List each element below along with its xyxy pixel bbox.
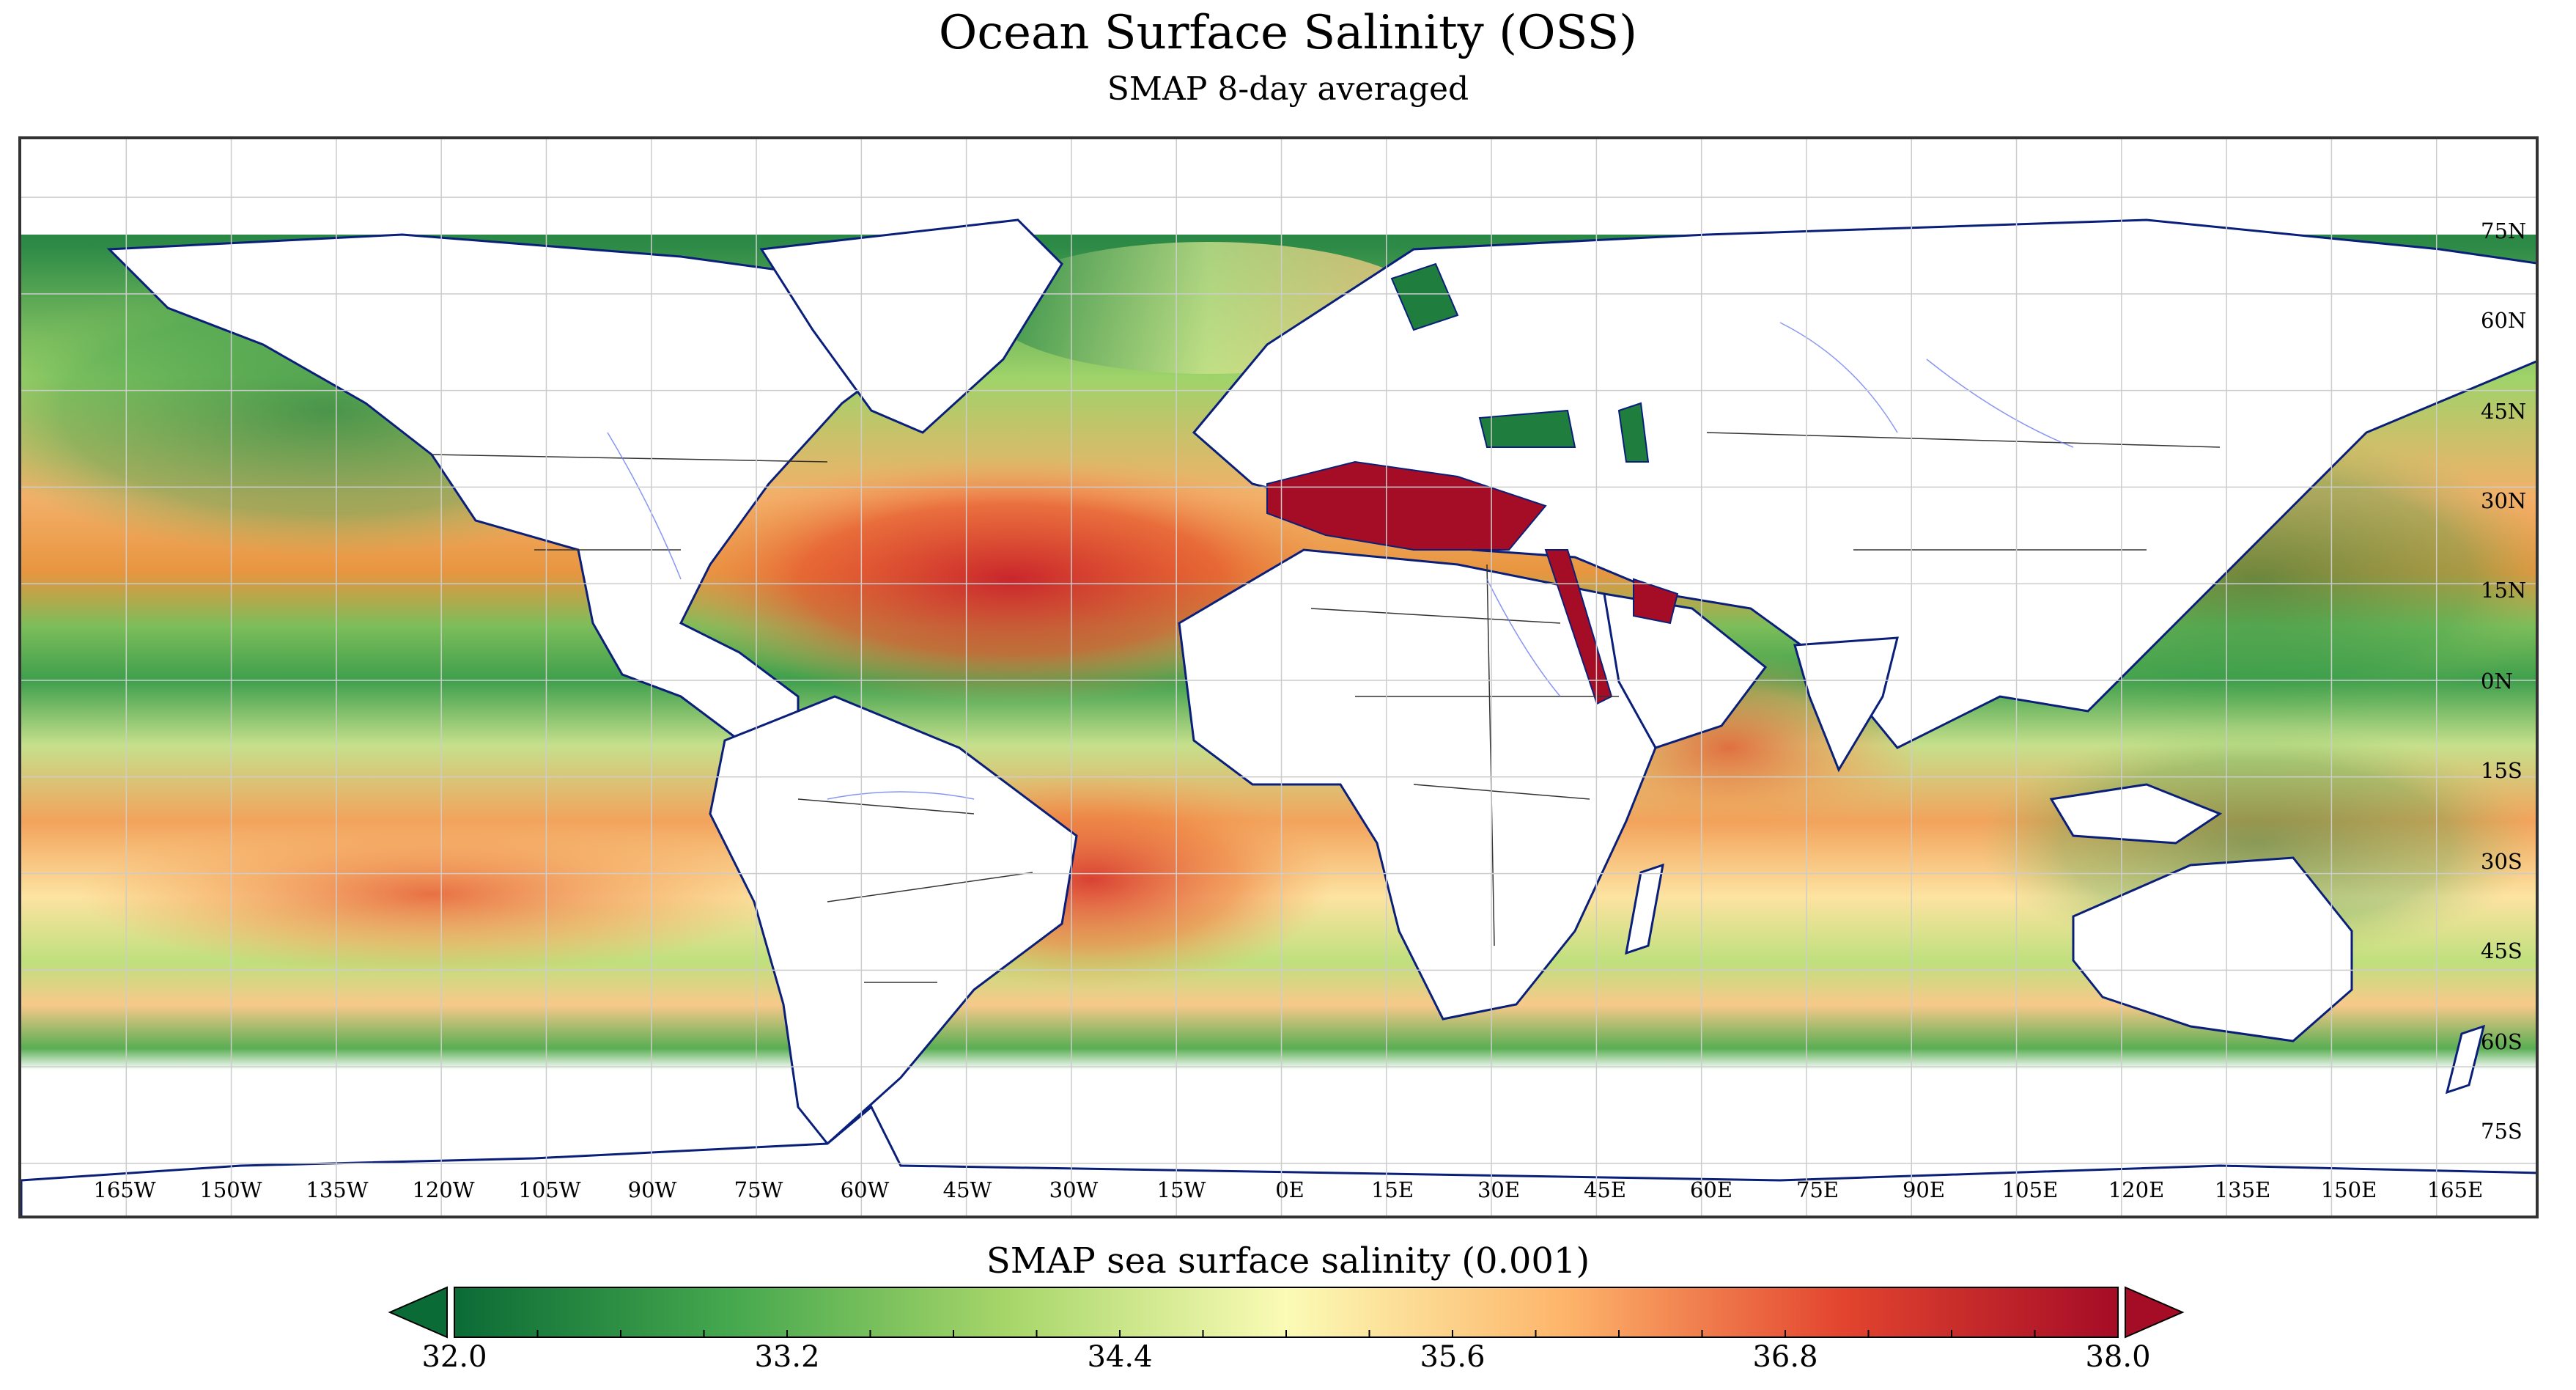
lon-label: 120W bbox=[412, 1177, 475, 1202]
lon-label: 90W bbox=[627, 1177, 677, 1202]
lat-label: 60S bbox=[2481, 1029, 2523, 1054]
colorbar-title: SMAP sea surface salinity (0.001) bbox=[986, 1240, 1590, 1281]
lat-label: 45N bbox=[2481, 399, 2527, 424]
lon-label: 75E bbox=[1796, 1177, 1839, 1202]
lat-label: 15N bbox=[2481, 578, 2527, 603]
lat-label: 75S bbox=[2481, 1119, 2523, 1144]
lon-label: 45W bbox=[942, 1177, 992, 1202]
rivers bbox=[607, 322, 2074, 800]
colorbar-ticks bbox=[536, 1330, 2036, 1337]
colorbar-ramp bbox=[454, 1287, 2119, 1338]
lon-label: 90E bbox=[1902, 1177, 1946, 1202]
colorbar-tick-label: 38.0 bbox=[2085, 1340, 2151, 1374]
colorbar-tick-label: 32.0 bbox=[421, 1340, 487, 1374]
lon-label: 60W bbox=[840, 1177, 890, 1202]
lon-label: 165E bbox=[2426, 1177, 2484, 1202]
lat-label: 0N bbox=[2481, 669, 2513, 694]
lon-label: 75W bbox=[734, 1177, 783, 1202]
lat-label: 30S bbox=[2481, 849, 2523, 874]
lat-label: 30N bbox=[2481, 488, 2527, 513]
lon-label: 105W bbox=[518, 1177, 581, 1202]
colorbar-tick-label: 36.8 bbox=[1752, 1340, 1818, 1374]
country-borders bbox=[431, 432, 2221, 983]
lon-label: 150E bbox=[2320, 1177, 2377, 1202]
map-subtitle: SMAP 8-day averaged bbox=[1107, 70, 1469, 108]
marginal-seas bbox=[1266, 262, 1679, 705]
lon-label: 105E bbox=[2001, 1177, 2059, 1202]
colorbar-tick-label: 33.2 bbox=[754, 1340, 820, 1374]
lat-label: 75N bbox=[2481, 218, 2527, 243]
colorbar-tick-label: 35.6 bbox=[1420, 1340, 1486, 1374]
lon-label: 150W bbox=[199, 1177, 262, 1202]
colorbar bbox=[388, 1286, 2185, 1339]
lon-label: 30E bbox=[1477, 1177, 1521, 1202]
lon-label: 0E bbox=[1275, 1177, 1304, 1202]
lon-label: 135W bbox=[306, 1177, 369, 1202]
lat-label: 45S bbox=[2481, 938, 2523, 963]
lon-label: 135E bbox=[2214, 1177, 2271, 1202]
lon-label: 30W bbox=[1049, 1177, 1099, 1202]
colorbar-tick-label: 34.4 bbox=[1087, 1340, 1153, 1374]
lon-label: 120E bbox=[2108, 1177, 2165, 1202]
lon-label: 15W bbox=[1156, 1177, 1206, 1202]
map-title: Ocean Surface Salinity (OSS) bbox=[938, 6, 1638, 60]
lon-label: 60E bbox=[1689, 1177, 1733, 1202]
lon-label: 15E bbox=[1370, 1177, 1414, 1202]
graticule bbox=[21, 139, 2536, 1216]
salinity-map bbox=[21, 139, 2536, 1216]
lon-label: 45E bbox=[1583, 1177, 1627, 1202]
land-masses bbox=[21, 218, 2536, 1216]
colorbar-max-arrow bbox=[2125, 1286, 2185, 1339]
lat-label: 60N bbox=[2481, 308, 2527, 333]
lat-label: 15S bbox=[2481, 758, 2523, 783]
map-frame bbox=[18, 136, 2539, 1218]
lon-label: 165W bbox=[93, 1177, 156, 1202]
colorbar-min-arrow bbox=[388, 1286, 448, 1339]
